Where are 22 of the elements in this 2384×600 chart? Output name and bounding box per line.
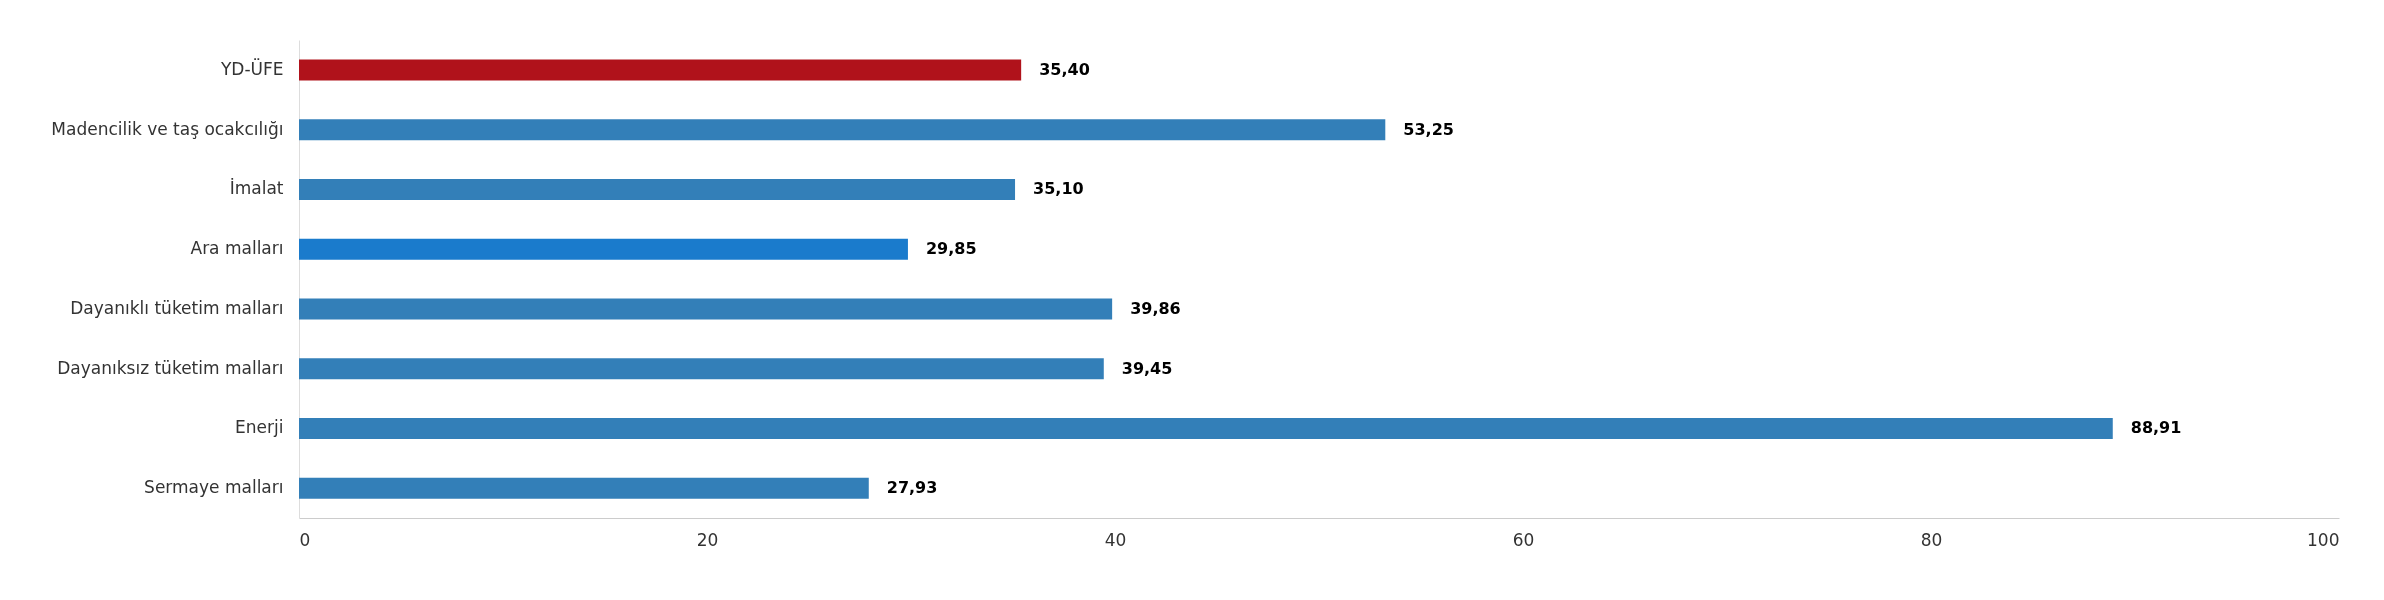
y-tick-label: Enerji bbox=[235, 417, 284, 438]
x-tick-label: 60 bbox=[1512, 529, 1535, 550]
y-tick-label: İmalat bbox=[229, 178, 284, 199]
x-tick-label: 0 bbox=[299, 529, 311, 550]
y-tick-label: Dayanıklı tüketim malları bbox=[70, 297, 284, 318]
y-tick-label: Sermaye malları bbox=[144, 477, 284, 498]
y-tick-label: YD-ÜFE bbox=[219, 57, 284, 79]
data-label: 39,45 bbox=[1121, 358, 1173, 378]
y-tick-label: Madencilik ve taş ocakcılığı bbox=[51, 118, 284, 139]
x-tick-label: 20 bbox=[696, 529, 719, 550]
x-tick-label: 80 bbox=[1920, 529, 1943, 550]
data-label: 27,93 bbox=[886, 478, 938, 498]
data-label: 35,40 bbox=[1039, 59, 1090, 79]
data-label: 53,25 bbox=[1403, 119, 1454, 139]
data-label: 39,86 bbox=[1130, 298, 1181, 318]
y-tick-label: Dayanıksız tüketim malları bbox=[57, 357, 284, 378]
y-tick-label: Ara malları bbox=[190, 238, 284, 259]
data-label: 29,85 bbox=[925, 239, 977, 259]
data-label: 35,10 bbox=[1033, 179, 1084, 199]
data-label: 88,91 bbox=[2130, 418, 2182, 438]
x-tick-label: 100 bbox=[2307, 529, 2340, 550]
x-tick-label: 40 bbox=[1104, 529, 1127, 550]
